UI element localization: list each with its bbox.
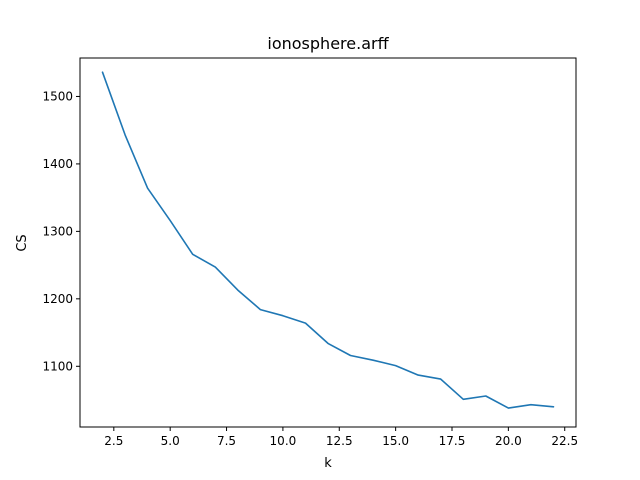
data-point — [551, 404, 556, 409]
data-point — [506, 406, 511, 411]
plot-area — [80, 58, 576, 427]
series-layer — [100, 70, 556, 411]
x-tick-label: 15.0 — [382, 434, 409, 448]
x-tick-label: 20.0 — [495, 434, 522, 448]
data-point — [461, 397, 466, 402]
x-tick-label: 5.0 — [161, 434, 180, 448]
data-point — [483, 393, 488, 398]
data-point — [416, 373, 421, 378]
x-tick-label: 17.5 — [439, 434, 466, 448]
data-point — [190, 252, 195, 257]
data-point — [213, 265, 218, 270]
series-line-0 — [101, 71, 555, 409]
axis-ticks: 2.5 5.0 7.5 10.0 12.5 15.0 17.5 20.0 22.5 1100 120… — [42, 89, 578, 448]
data-point — [348, 353, 353, 358]
y-tick-label: 1500 — [42, 89, 73, 103]
y-tick-label: 1400 — [42, 157, 73, 171]
data-point — [258, 307, 263, 312]
y-tick-label: 1300 — [42, 224, 73, 238]
data-point — [145, 186, 150, 191]
y-axis-label: CS — [15, 234, 30, 251]
x-tick-label: 12.5 — [326, 434, 353, 448]
data-point — [168, 218, 173, 223]
data-point — [326, 341, 331, 346]
x-tick-label: 10.0 — [270, 434, 297, 448]
x-axis-label: k — [324, 456, 332, 471]
x-tick-label: 2.5 — [104, 434, 123, 448]
data-point — [100, 70, 105, 75]
y-tick-label: 1100 — [42, 359, 73, 373]
x-tick-label: 7.5 — [217, 434, 236, 448]
data-point — [280, 313, 285, 318]
chart-title: ionosphere.arff — [267, 34, 389, 53]
data-point — [303, 321, 308, 326]
plot-frame — [79, 57, 577, 428]
data-point — [371, 358, 376, 363]
y-tick-label: 1200 — [42, 292, 73, 306]
data-point — [123, 132, 128, 137]
data-point — [528, 402, 533, 407]
data-point — [438, 377, 443, 382]
x-tick-label: 22.5 — [551, 434, 578, 448]
data-point — [235, 288, 240, 293]
data-point — [393, 363, 398, 368]
